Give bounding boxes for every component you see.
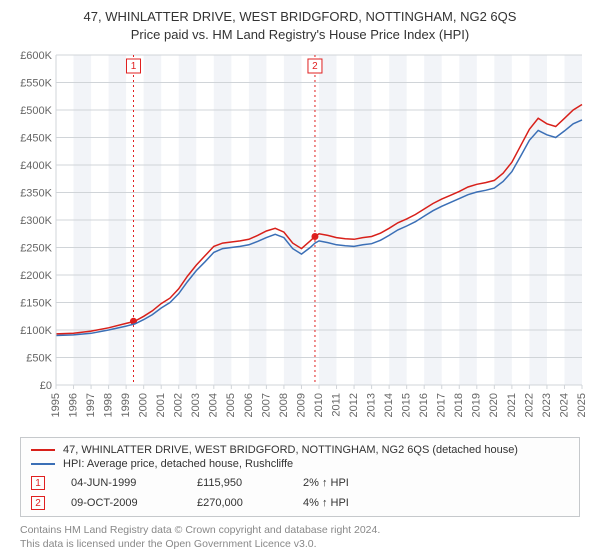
event-row: 2 09-OCT-2009 £270,000 4% ↑ HPI: [31, 496, 569, 510]
svg-text:£300K: £300K: [20, 215, 52, 227]
event-marker-box: 1: [31, 476, 45, 490]
svg-text:£200K: £200K: [20, 270, 52, 282]
svg-text:2005: 2005: [225, 393, 237, 417]
legend-item: 47, WHINLATTER DRIVE, WEST BRIDGFORD, NO…: [31, 444, 569, 456]
svg-text:2: 2: [312, 61, 318, 72]
legend-item: HPI: Average price, detached house, Rush…: [31, 458, 569, 470]
event-date: 04-JUN-1999: [71, 477, 171, 489]
legend-swatch: [31, 449, 55, 451]
svg-text:2022: 2022: [523, 393, 535, 417]
events-block: 1 04-JUN-1999 £115,950 2% ↑ HPI 2 09-OCT-2009…: [31, 476, 569, 510]
svg-text:£100K: £100K: [20, 325, 52, 337]
svg-text:£0: £0: [40, 380, 52, 392]
legend-label: 47, WHINLATTER DRIVE, WEST BRIDGFORD, NO…: [63, 444, 518, 456]
svg-text:2019: 2019: [471, 393, 483, 417]
footer-line-1: Contains HM Land Registry data © Crown c…: [20, 523, 580, 537]
svg-text:2010: 2010: [313, 393, 325, 417]
event-price: £270,000: [197, 497, 277, 509]
svg-text:1996: 1996: [67, 393, 79, 417]
svg-text:2024: 2024: [558, 393, 570, 417]
event-marker-box: 2: [31, 496, 45, 510]
svg-text:2014: 2014: [383, 393, 395, 417]
event-diff: 4% ↑ HPI: [303, 497, 349, 509]
svg-text:2012: 2012: [348, 393, 360, 417]
svg-text:2009: 2009: [295, 393, 307, 417]
attribution: Contains HM Land Registry data © Crown c…: [20, 523, 580, 551]
event-diff: 2% ↑ HPI: [303, 477, 349, 489]
svg-text:2008: 2008: [278, 393, 290, 417]
svg-text:£50K: £50K: [26, 353, 52, 365]
svg-text:£600K: £600K: [20, 50, 52, 62]
title-line-1: 47, WHINLATTER DRIVE, WEST BRIDGFORD, NO…: [10, 8, 590, 26]
legend-label: HPI: Average price, detached house, Rush…: [63, 458, 293, 470]
svg-text:2021: 2021: [506, 393, 518, 417]
title-block: 47, WHINLATTER DRIVE, WEST BRIDGFORD, NO…: [10, 8, 590, 43]
event-price: £115,950: [197, 477, 277, 489]
svg-text:1998: 1998: [103, 393, 115, 417]
svg-text:2006: 2006: [243, 393, 255, 417]
svg-text:£550K: £550K: [20, 78, 52, 90]
chart: £0 £50K £100K £150K £200K £250K £300K £350K £400…: [10, 49, 590, 429]
svg-text:2018: 2018: [453, 393, 465, 417]
legend-panel: 47, WHINLATTER DRIVE, WEST BRIDGFORD, NO…: [20, 437, 580, 517]
svg-text:2025: 2025: [576, 393, 588, 417]
legend-swatch: [31, 463, 55, 465]
footer-line-2: This data is licensed under the Open Gov…: [20, 537, 580, 551]
svg-text:2007: 2007: [260, 393, 272, 417]
svg-text:1999: 1999: [120, 393, 132, 417]
svg-text:2004: 2004: [208, 393, 220, 417]
title-line-2: Price paid vs. HM Land Registry's House …: [10, 26, 590, 44]
svg-text:2017: 2017: [436, 393, 448, 417]
svg-text:2011: 2011: [330, 393, 342, 417]
chart-svg: £0 £50K £100K £150K £200K £250K £300K £350K £400…: [10, 49, 590, 429]
svg-text:£500K: £500K: [20, 105, 52, 117]
chart-container: 47, WHINLATTER DRIVE, WEST BRIDGFORD, NO…: [0, 0, 600, 560]
svg-text:2015: 2015: [401, 393, 413, 417]
svg-text:1997: 1997: [85, 393, 97, 417]
event-row: 1 04-JUN-1999 £115,950 2% ↑ HPI: [31, 476, 569, 490]
svg-text:2013: 2013: [366, 393, 378, 417]
svg-text:2001: 2001: [155, 393, 167, 417]
svg-text:2003: 2003: [190, 393, 202, 417]
svg-text:£400K: £400K: [20, 160, 52, 172]
svg-text:£350K: £350K: [20, 188, 52, 200]
svg-text:2020: 2020: [488, 393, 500, 417]
legend-items: 47, WHINLATTER DRIVE, WEST BRIDGFORD, NO…: [31, 444, 569, 470]
svg-text:£250K: £250K: [20, 243, 52, 255]
svg-text:2002: 2002: [173, 393, 185, 417]
svg-text:2016: 2016: [418, 393, 430, 417]
svg-text:2000: 2000: [138, 393, 150, 417]
svg-text:1: 1: [131, 61, 137, 72]
svg-text:2023: 2023: [541, 393, 553, 417]
svg-text:1995: 1995: [50, 393, 62, 417]
svg-text:£450K: £450K: [20, 133, 52, 145]
svg-text:£150K: £150K: [20, 298, 52, 310]
event-date: 09-OCT-2009: [71, 497, 171, 509]
